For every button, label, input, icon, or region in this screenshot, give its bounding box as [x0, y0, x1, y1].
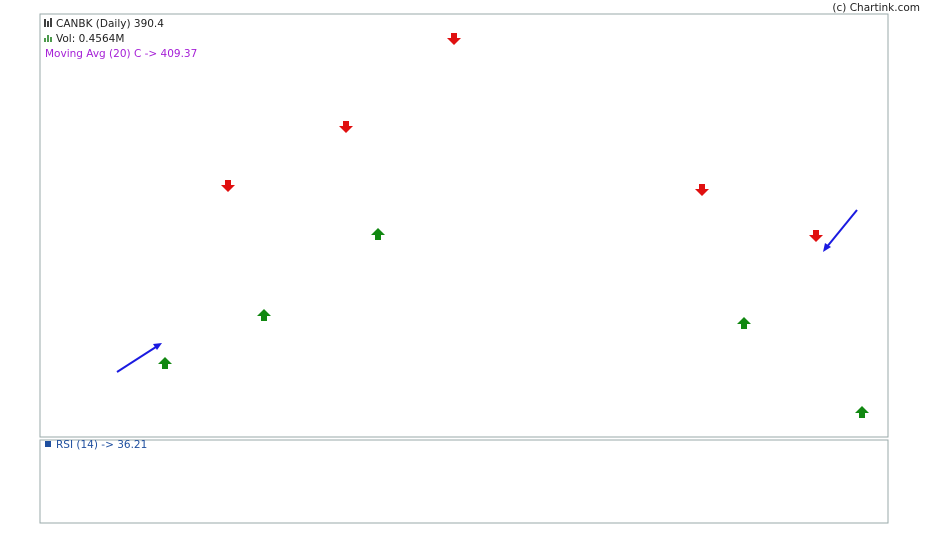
rsi-panel: [39, 439, 889, 524]
pointer-arrow-head: [153, 343, 162, 350]
buy-arrow: [737, 317, 751, 329]
sell-arrow: [339, 121, 353, 133]
pointer-arrow: [825, 209, 858, 249]
pointer-arrow-head: [823, 243, 831, 252]
buy-arrow: [158, 357, 172, 369]
pointer-arrow: [116, 344, 160, 373]
buy-arrow: [371, 228, 385, 240]
buy-arrow: [855, 406, 869, 418]
price-panel: [39, 13, 889, 438]
legend-ma: Moving Avg (20) C -> 409.37: [45, 48, 197, 60]
sell-arrow: [221, 180, 235, 192]
legend-icon: [44, 35, 52, 42]
sell-arrow: [695, 184, 709, 196]
legend-rsi: RSI (14) -> 36.21: [56, 439, 147, 451]
legend-title: CANBK (Daily) 390.4: [56, 18, 164, 30]
legend: CANBK (Daily) 390.4 Vol: 0.4564M Moving …: [44, 18, 197, 451]
sell-arrow: [809, 230, 823, 242]
legend-icon: [45, 441, 51, 447]
annotations: [116, 33, 869, 418]
legend-volume: Vol: 0.4564M: [56, 33, 124, 45]
sell-arrow: [447, 33, 461, 45]
buy-arrow: [257, 309, 271, 321]
credit: (c) Chartink.com: [832, 2, 920, 14]
legend-icon: [44, 18, 52, 27]
